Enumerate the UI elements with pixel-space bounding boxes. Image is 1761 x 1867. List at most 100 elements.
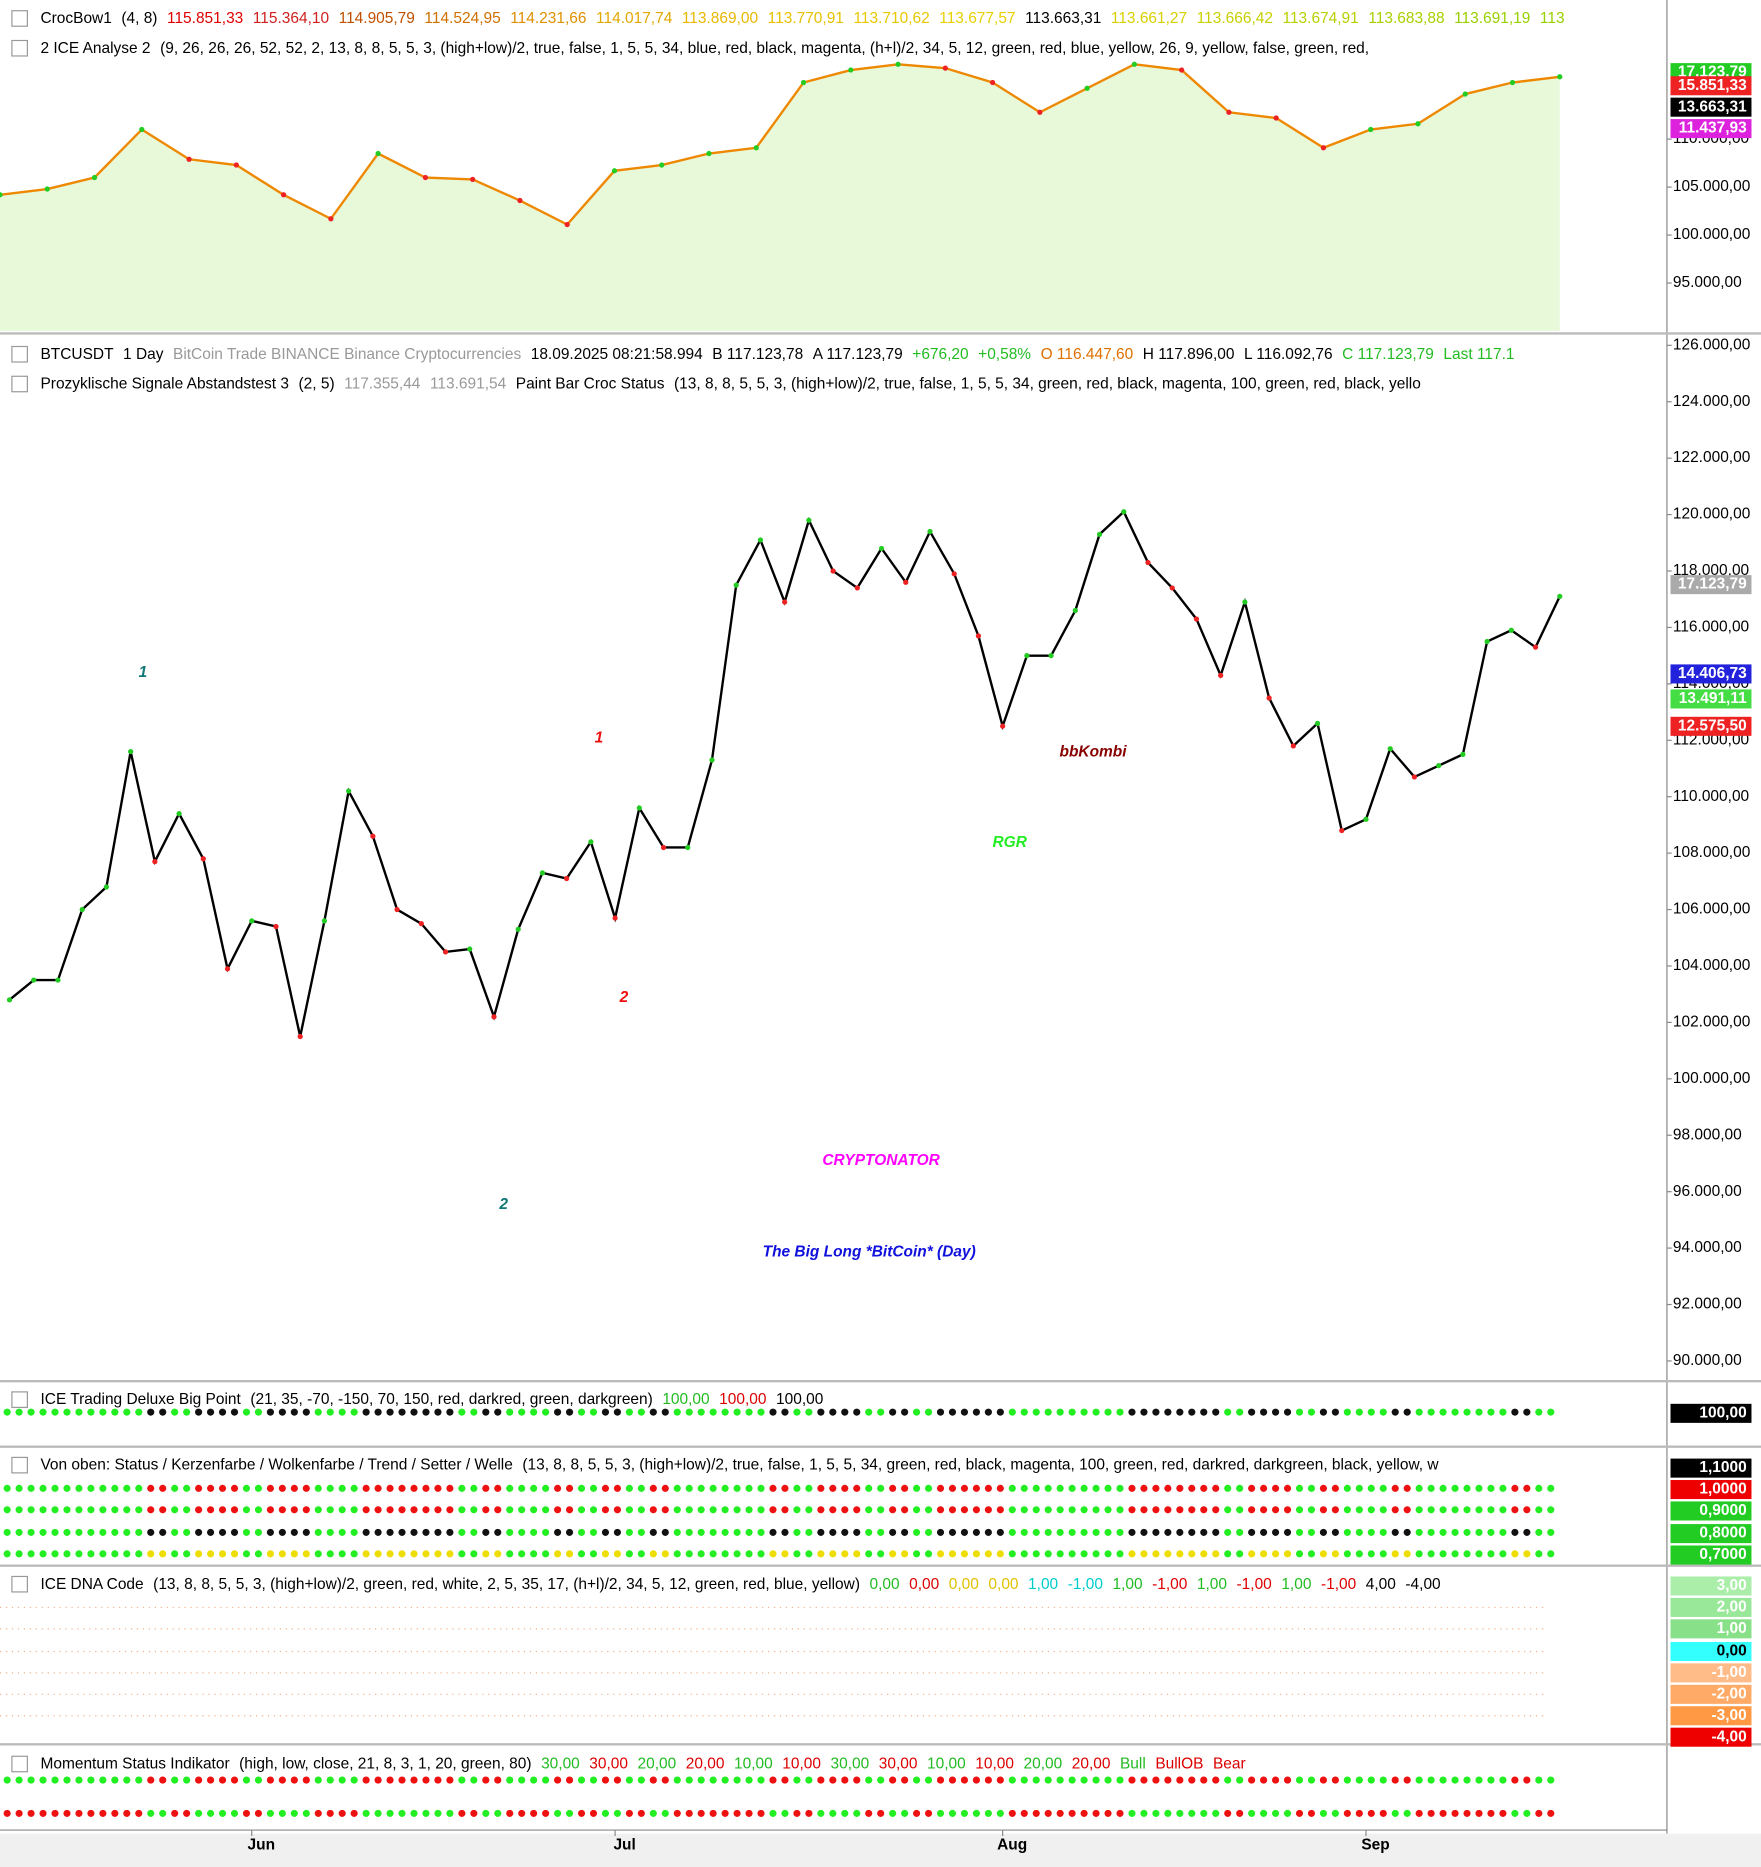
signal-dot [1379, 1408, 1387, 1416]
signal-dot [745, 1550, 753, 1558]
signal-dot [936, 1408, 945, 1416]
signal-dot [1307, 1809, 1316, 1817]
signal-dot [1283, 1550, 1292, 1558]
signal-dot [1140, 1809, 1148, 1817]
signal-dot [865, 1809, 873, 1817]
signal-dot [1032, 1484, 1040, 1492]
signal-dot [195, 1408, 203, 1416]
signal-dot [1427, 1408, 1435, 1416]
signal-dot [1487, 1809, 1495, 1817]
signal-dot [1020, 1809, 1028, 1817]
signal-dot [458, 1506, 466, 1514]
header-item: 114.905,79 [339, 10, 415, 27]
signal-dot [230, 1528, 239, 1536]
signal-dot [482, 1809, 490, 1817]
signal-dot [817, 1809, 825, 1817]
signal-dot [853, 1528, 861, 1536]
header-item: 1,00 [1028, 1576, 1058, 1593]
signal-dot [242, 1506, 251, 1514]
signal-dot [1044, 1484, 1052, 1492]
x-tick-label: Jul [613, 1837, 635, 1854]
signal-dot [1224, 1484, 1232, 1492]
price-point [1084, 85, 1090, 91]
price-point [895, 61, 901, 67]
signal-dot [362, 1528, 370, 1536]
signal-dot [1236, 1506, 1244, 1514]
checkbox-icon [11, 345, 28, 363]
signal-dot [494, 1484, 502, 1492]
signal-dot [518, 1408, 526, 1416]
signal-dot [218, 1550, 227, 1558]
signal-dot [1367, 1528, 1375, 1536]
price-badge [1670, 664, 1752, 684]
signal-dot [709, 1809, 717, 1817]
signal-dot [565, 1809, 574, 1817]
signal-dot [1008, 1550, 1016, 1558]
signal-dot [817, 1550, 825, 1558]
signal-dot [1547, 1408, 1555, 1416]
signal-dot [206, 1550, 215, 1558]
signal-dot [242, 1776, 251, 1784]
signal-dot [936, 1484, 945, 1492]
signal-dot [577, 1506, 586, 1514]
signal-dot [206, 1484, 215, 1492]
header-item: (13, 8, 8, 5, 5, 3, (high+low)/2, green,… [153, 1576, 860, 1593]
signal-dot [1236, 1809, 1244, 1817]
header-item: 30,00 [831, 1756, 870, 1773]
y-tick-label: 122.000,00 [1673, 449, 1750, 466]
signal-dot [3, 1506, 11, 1514]
signal-dot [829, 1776, 837, 1784]
signal-dot [290, 1550, 298, 1558]
signal-dot [3, 1408, 11, 1416]
signal-dot [901, 1550, 909, 1558]
signal-dot [697, 1809, 705, 1817]
signal-dot [1212, 1809, 1220, 1817]
signal-dot [709, 1506, 717, 1514]
signal-dot [147, 1506, 155, 1514]
signal-dot [1451, 1550, 1459, 1558]
signal-dot [111, 1506, 119, 1514]
signal-dot [278, 1408, 286, 1416]
signal-dot [829, 1408, 837, 1416]
annotation: 2 [498, 1196, 508, 1213]
signal-dot [1415, 1484, 1423, 1492]
signal-dot [51, 1506, 59, 1514]
signal-dot [1224, 1528, 1232, 1536]
signal-dot [1403, 1550, 1411, 1558]
signal-dot [3, 1550, 11, 1558]
signal-dot [793, 1776, 801, 1784]
header-item: 115.364,10 [253, 10, 329, 27]
y-tick-label: 118.000,00 [1673, 562, 1749, 579]
signal-dot [1176, 1506, 1184, 1514]
signal-dot [889, 1408, 897, 1416]
signal-dot [554, 1550, 562, 1558]
price-point [927, 528, 933, 535]
signal-dot [75, 1408, 83, 1416]
signal-dot [649, 1550, 657, 1558]
signal-dot [1415, 1550, 1423, 1558]
signal-dot [39, 1408, 47, 1416]
signal-dot [1056, 1550, 1064, 1558]
signal-dot [1092, 1528, 1100, 1536]
signal-dot [111, 1484, 119, 1492]
signal-dot [1008, 1506, 1016, 1514]
price-point [1411, 774, 1418, 780]
signal-dot [829, 1484, 837, 1492]
signal-dot [135, 1776, 143, 1784]
signal-dot [924, 1528, 933, 1536]
price-line [0, 63, 1560, 227]
signal-dot [1176, 1484, 1184, 1492]
signal-dot [470, 1408, 478, 1416]
price-badge [1670, 97, 1752, 117]
signal-dot [1248, 1484, 1256, 1492]
signal-dot [1008, 1484, 1016, 1492]
header-item: 100,00 [719, 1391, 766, 1408]
signal-dot [1439, 1506, 1447, 1514]
signal-dot [1188, 1484, 1196, 1492]
signal-dot [793, 1550, 801, 1558]
header-item: 0,00 [870, 1576, 900, 1593]
x-tick-label: Sep [1361, 1837, 1389, 1854]
signal-dot [446, 1484, 454, 1492]
signal-dot [350, 1528, 358, 1536]
